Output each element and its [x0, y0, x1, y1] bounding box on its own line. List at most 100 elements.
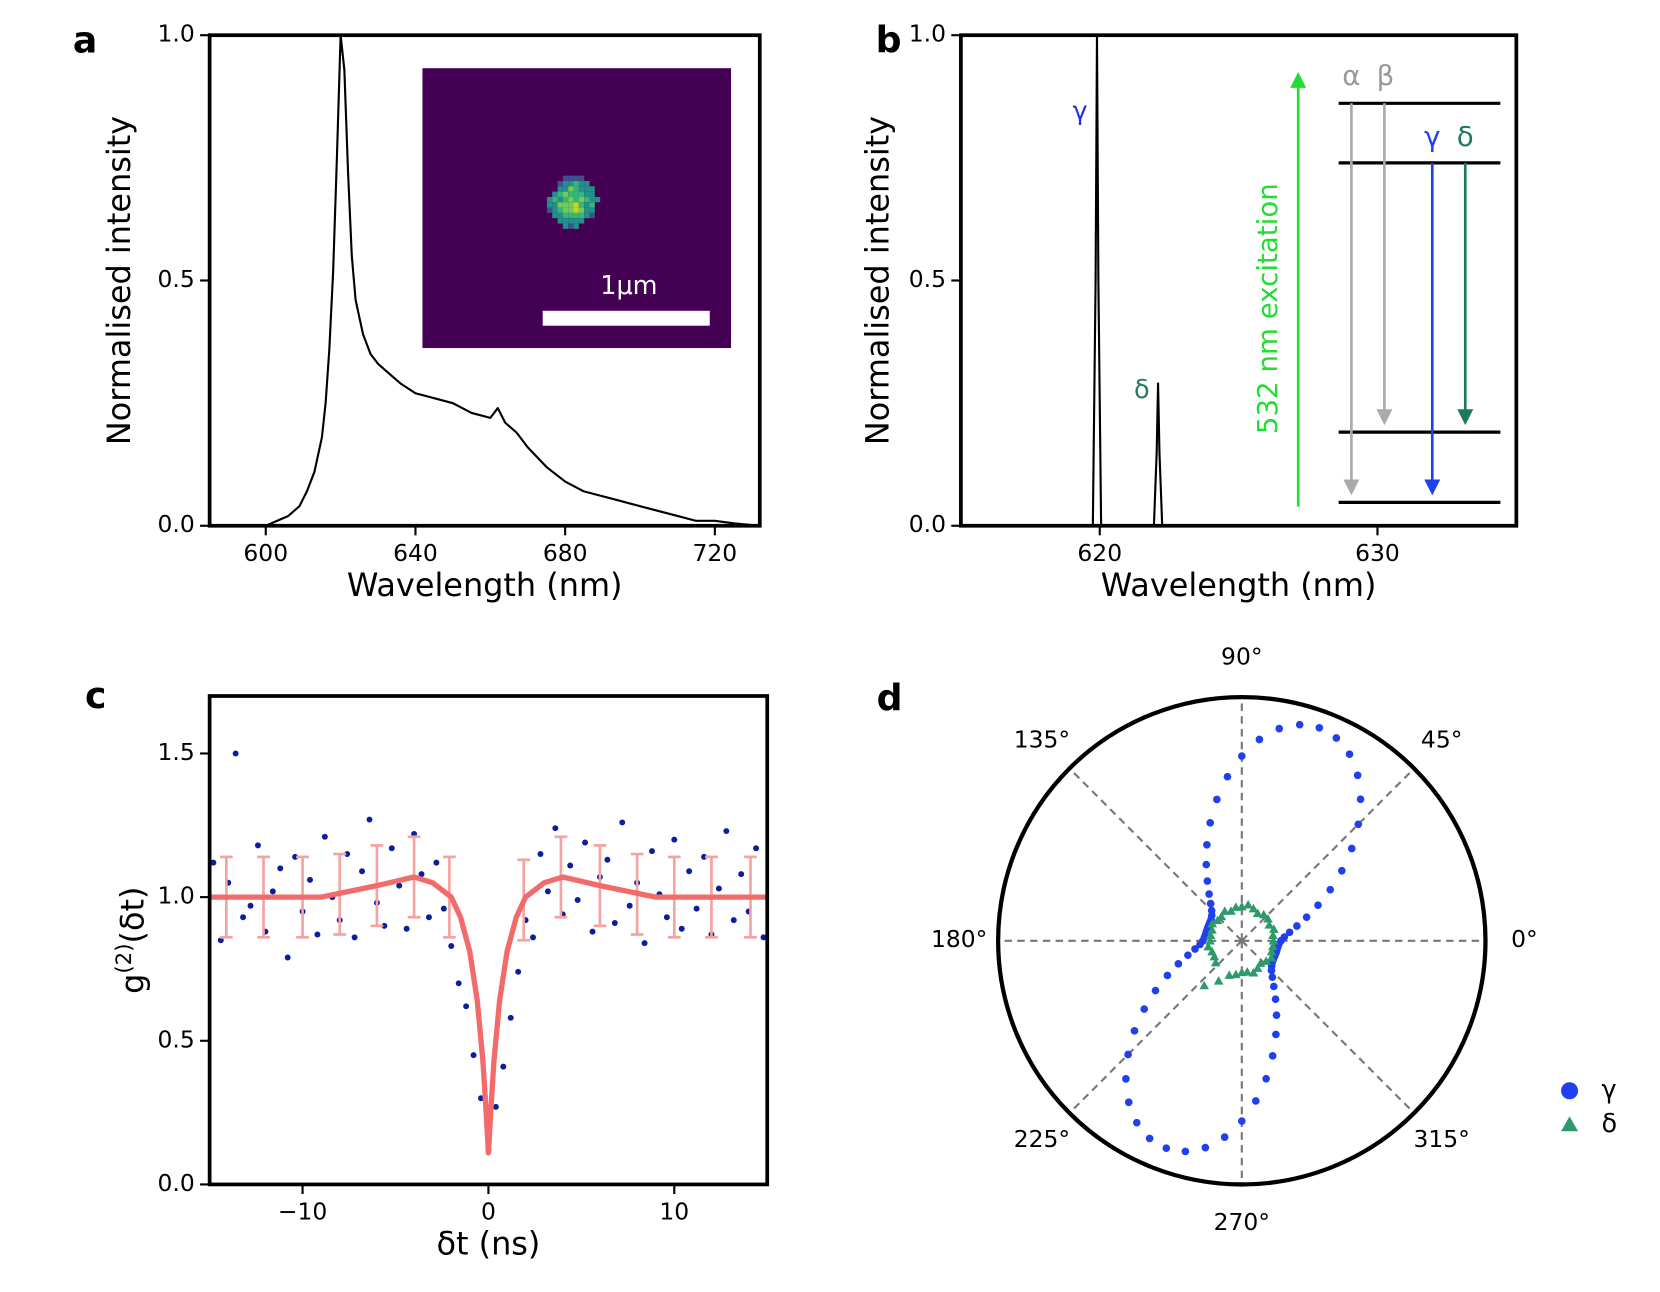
inset-pixel: [552, 212, 558, 219]
inset-pixel: [568, 202, 574, 208]
scatter-point: [448, 942, 455, 949]
data-line: [209, 34, 760, 527]
x-axis-label: Wavelength (nm): [347, 566, 623, 604]
inset-pixel: [546, 207, 553, 213]
polar-point: [1132, 1118, 1141, 1127]
inset-pixel: [562, 223, 569, 229]
scatter-point: [254, 842, 261, 849]
polar-point: [1347, 844, 1356, 853]
angular-grid-line: [1241, 767, 1415, 942]
polar-point: [1201, 1143, 1210, 1152]
polar-point: [1202, 860, 1211, 869]
polar-point: [1262, 1074, 1270, 1083]
angular-grid-line: [1068, 940, 1243, 1114]
panel-label: d: [877, 676, 903, 719]
y-tick-label: 1.0: [157, 882, 194, 910]
y-axis-label: g(2)(δt): [112, 887, 152, 994]
legend-label: δ: [1601, 1109, 1617, 1139]
scatter-point: [649, 848, 655, 855]
scatter-point: [440, 905, 447, 912]
scatter-point: [366, 816, 373, 823]
scatter-point: [544, 888, 551, 895]
inset-pixel: [584, 186, 590, 192]
polar-point: [1231, 902, 1241, 911]
scatter-point: [686, 868, 693, 875]
x-axis-label: δt (ns): [436, 1225, 540, 1263]
inset-pixel: [578, 175, 585, 181]
polar-point: [1266, 953, 1277, 962]
polar-point: [1151, 986, 1160, 995]
x-tick-label: 640: [393, 539, 438, 567]
polar-point: [1295, 720, 1304, 729]
scatter-point: [701, 853, 708, 860]
inset-pixel: [578, 191, 585, 197]
angular-tick-label: 270°: [1214, 1208, 1270, 1236]
inset-pixel: [578, 202, 585, 208]
polar-point: [1261, 956, 1271, 965]
inset-pixel: [562, 218, 569, 224]
polar-point: [1226, 906, 1236, 915]
inset-pixel: [557, 212, 563, 219]
angular-tick-label: 225°: [1014, 1125, 1070, 1153]
polar-point: [1272, 1030, 1280, 1039]
legend-label: γ: [1601, 1075, 1616, 1105]
x-tick-label: 720: [693, 539, 738, 567]
x-tick-label: 10: [659, 1198, 689, 1226]
inset-pixel: [557, 202, 563, 208]
inset-pixel: [562, 212, 569, 219]
scatter-point: [738, 871, 745, 878]
level-label: β: [1377, 59, 1395, 92]
inset-pixel: [578, 218, 585, 224]
polar-point: [1196, 940, 1204, 949]
scatter-point: [284, 954, 291, 961]
inset-pixel: [589, 202, 595, 208]
polar-point: [1345, 750, 1354, 759]
inset-pixel: [552, 191, 558, 197]
y-axis-label: Normalised intensity: [859, 116, 897, 445]
inset-pixel: [594, 196, 601, 203]
y-tick-label: 0.5: [157, 265, 194, 293]
legend-marker: [1561, 1116, 1579, 1132]
polar-point: [1275, 724, 1284, 733]
scatter-point: [626, 902, 633, 909]
scatter-point: [403, 925, 410, 932]
polar-point: [1285, 928, 1294, 937]
polar-point: [1243, 899, 1253, 909]
polar-point: [1130, 1026, 1139, 1035]
polar-point: [1203, 877, 1212, 885]
inset-pixel: [568, 186, 574, 192]
inset-pixel: [589, 191, 595, 197]
polar-frame: [996, 694, 1488, 1187]
polar-point: [1210, 957, 1221, 967]
plot-frame: [207, 33, 762, 528]
scatter-point: [723, 828, 730, 835]
polar-point: [1223, 772, 1232, 781]
inset-pixel: [584, 180, 590, 187]
scatter-point: [381, 922, 388, 929]
data-line: [209, 874, 768, 1156]
polar-point: [1174, 960, 1183, 968]
inset-pixel: [562, 207, 569, 213]
inset-pixel: [562, 180, 569, 187]
scatter-point: [619, 819, 626, 826]
angular-tick-label: 90°: [1221, 643, 1263, 671]
scatter-point: [530, 934, 537, 941]
scatter-point: [552, 825, 559, 832]
scatter-point: [663, 914, 670, 921]
y-axis-label: Normalised intensity: [100, 116, 138, 445]
inset-pixel: [568, 223, 574, 229]
scatter-point: [574, 897, 581, 903]
polar-point: [1203, 840, 1211, 849]
polar-point: [1255, 735, 1264, 744]
scatter-point: [292, 853, 299, 860]
polar-point: [1207, 925, 1217, 934]
inset-pixel: [573, 223, 579, 229]
inset-pixel: [578, 196, 585, 203]
polar-point: [1268, 973, 1277, 981]
inset-pixel: [552, 207, 558, 213]
polar-point: [1332, 734, 1341, 742]
inset-pixel: [573, 175, 579, 181]
inset-pixel: [562, 202, 569, 208]
